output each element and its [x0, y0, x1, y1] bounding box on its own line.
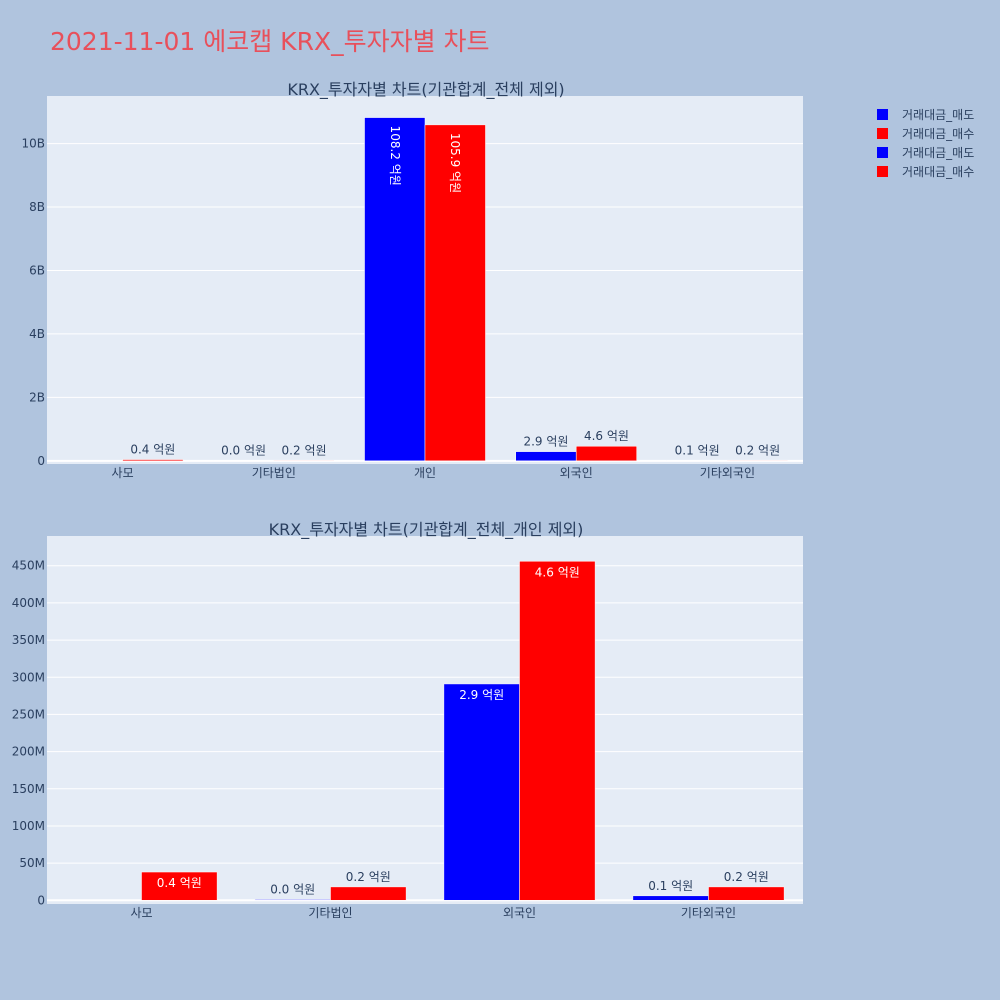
y-tick-label: 10B	[21, 137, 45, 151]
subplot-1: 0 2B 4B 6B 8B 10B KRX_투자자별 차트(기관합계_전체 제외) 사모 0.4…	[21, 80, 803, 480]
bar-buy[interactable]	[708, 886, 785, 901]
x-tick-label: 사모	[112, 466, 134, 480]
y-tick-label: 150M	[12, 782, 45, 796]
legend-swatch[interactable]	[877, 128, 888, 139]
legend-label[interactable]: 거래대금_매도	[902, 146, 974, 160]
y-tick-label: 0	[37, 454, 45, 468]
y-tick-label: 6B	[29, 263, 45, 277]
data-label: 0.2 억원	[735, 443, 780, 457]
legend-swatch[interactable]	[877, 147, 888, 158]
bar-sell[interactable]	[515, 451, 577, 462]
bar-sell[interactable]	[632, 895, 709, 901]
bar-sell[interactable]	[364, 117, 426, 462]
data-label: 0.2 억원	[282, 443, 327, 457]
data-label: 0.0 억원	[270, 883, 315, 897]
data-label: 0.2 억원	[724, 870, 769, 884]
data-label: 105.9 억원	[448, 133, 462, 193]
x-tick-label: 사모	[130, 906, 152, 920]
plot-area	[47, 536, 803, 904]
page-title: 2021-11-01 에코캡 KRX_투자자별 차트	[50, 27, 490, 56]
legend-swatch[interactable]	[877, 109, 888, 120]
x-tick-label: 개인	[414, 466, 436, 480]
y-tick-label: 8B	[29, 200, 45, 214]
bar-buy[interactable]	[519, 561, 596, 901]
data-label: 4.6 억원	[535, 565, 580, 579]
data-label: 4.6 억원	[584, 429, 629, 443]
data-label: 2.9 억원	[459, 688, 504, 702]
y-tick-label: 2B	[29, 390, 45, 404]
y-tick-label: 300M	[12, 670, 45, 684]
data-label: 108.2 억원	[388, 126, 402, 186]
data-label: 0.2 억원	[346, 870, 391, 884]
bar-buy[interactable]	[575, 445, 637, 462]
x-tick-label: 기타법인	[252, 466, 296, 480]
data-label: 2.9 억원	[523, 435, 568, 449]
x-tick-label: 외국인	[560, 466, 593, 480]
legend-label[interactable]: 거래대금_매수	[902, 165, 974, 179]
x-tick-label: 기타외국인	[700, 466, 755, 480]
data-label: 0.0 억원	[221, 444, 266, 458]
y-tick-label: 450M	[12, 559, 45, 573]
subplot-title: KRX_투자자별 차트(기관합계_전체_개인 제외)	[269, 520, 584, 540]
bar-buy[interactable]	[330, 886, 407, 901]
bar-buy[interactable]	[141, 871, 218, 901]
subplot-title: KRX_투자자별 차트(기관합계_전체 제외)	[287, 80, 564, 100]
x-tick-label: 기타외국인	[681, 906, 736, 920]
y-tick-label: 4B	[29, 327, 45, 341]
y-tick-label: 50M	[19, 856, 45, 870]
y-tick-label: 350M	[12, 633, 45, 647]
bar-buy[interactable]	[424, 124, 486, 462]
y-tick-label: 250M	[12, 707, 45, 721]
x-tick-label: 외국인	[503, 906, 536, 920]
legend-label[interactable]: 거래대금_매수	[902, 127, 974, 141]
legend-swatch[interactable]	[877, 166, 888, 177]
bar-buy[interactable]	[727, 460, 789, 462]
data-label: 0.1 억원	[675, 444, 720, 458]
y-tick-label: 200M	[12, 745, 45, 759]
y-tick-label: 400M	[12, 596, 45, 610]
bar-buy[interactable]	[273, 460, 335, 462]
bar-buy[interactable]	[122, 459, 184, 462]
y-tick-label: 0	[37, 893, 45, 907]
y-tick-label: 100M	[12, 819, 45, 833]
bar-sell[interactable]	[254, 899, 331, 901]
data-label: 0.1 억원	[648, 879, 693, 893]
x-tick-label: 기타법인	[308, 906, 352, 920]
bar-sell[interactable]	[443, 683, 520, 901]
data-label: 0.4 억원	[157, 876, 202, 890]
subplot-2: 0 50M 100M 150M 200M 250M 300M 350M 400M 450M KRX_…	[12, 520, 803, 920]
legend-label[interactable]: 거래대금_매도	[902, 108, 974, 122]
data-label: 0.4 억원	[130, 443, 175, 457]
